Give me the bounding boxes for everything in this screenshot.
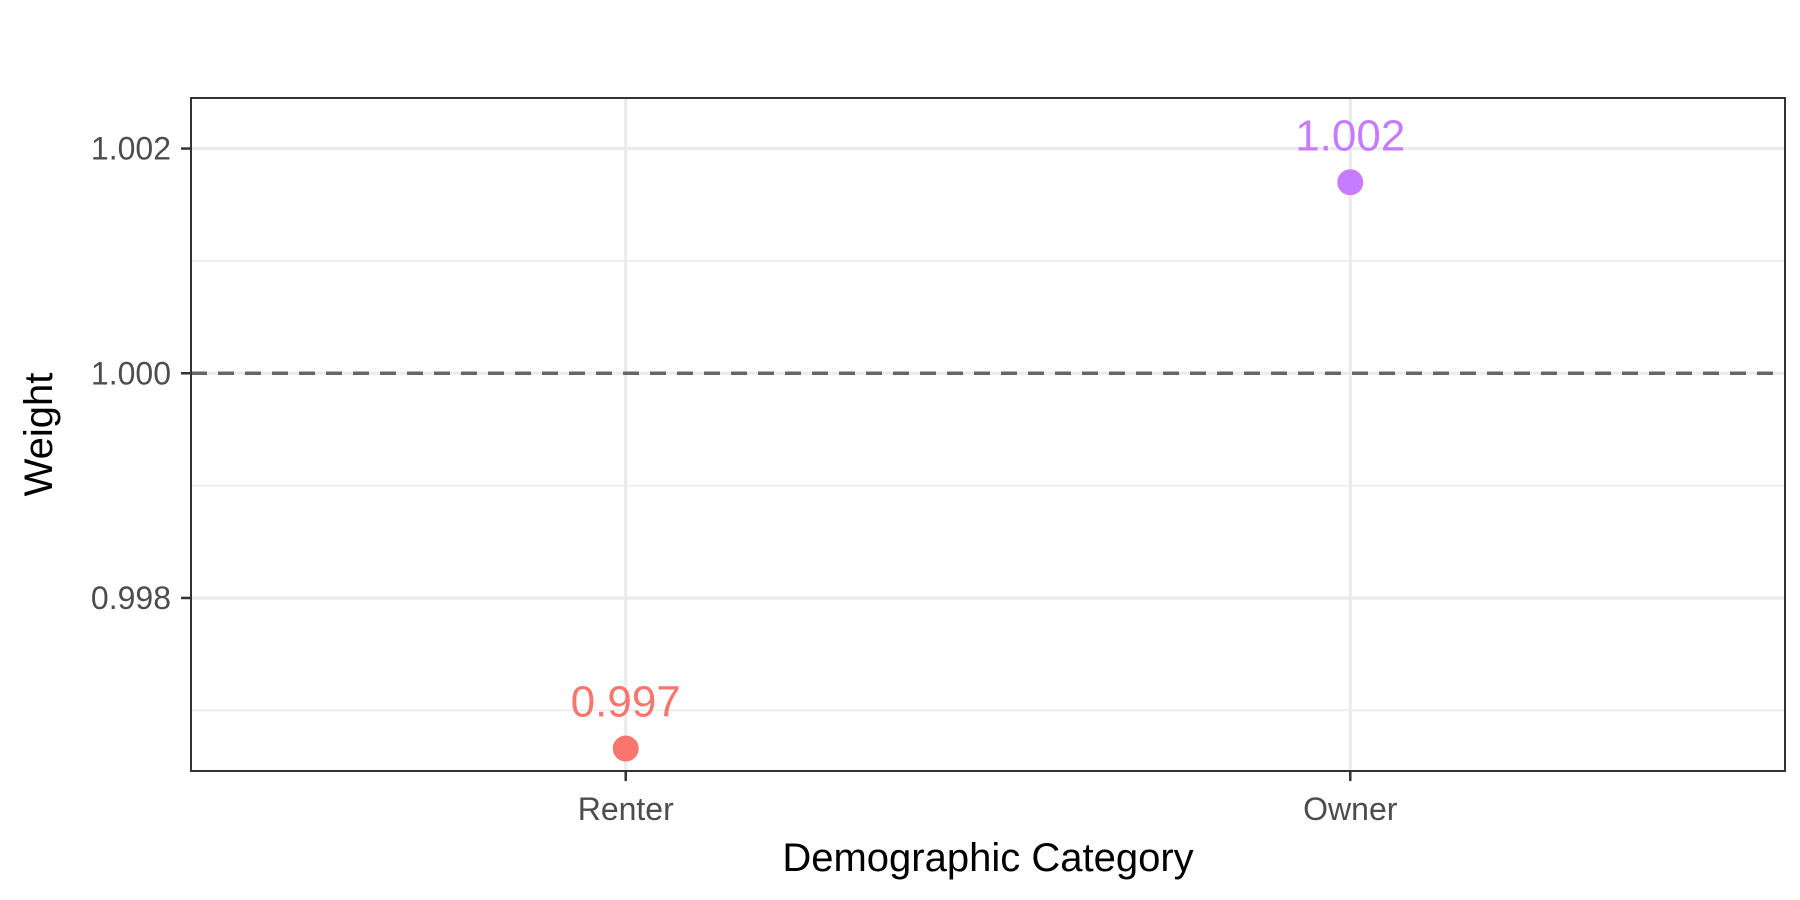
y-axis-title: Weight <box>17 373 61 497</box>
points-layer <box>612 169 1364 762</box>
x-tick-label: Renter <box>578 791 674 827</box>
grid-layer <box>191 98 1785 771</box>
y-tick-label: 0.998 <box>91 580 171 616</box>
panel-border <box>190 97 1786 772</box>
x-axis-title: Demographic Category <box>782 836 1193 880</box>
y-tick-label: 1.000 <box>91 355 171 391</box>
y-tick-label: 1.002 <box>91 131 171 167</box>
data-labels-layer: 0.997 1.002 <box>571 111 1406 726</box>
data-point-owner <box>1337 169 1364 196</box>
axis-layer: 0.998 1.000 1.002 Renter Owner <box>91 131 1398 827</box>
data-label-renter: 0.997 <box>571 678 681 727</box>
data-label-owner: 1.002 <box>1295 111 1405 160</box>
x-tick-label: Owner <box>1303 791 1398 827</box>
data-point-renter <box>612 735 639 762</box>
